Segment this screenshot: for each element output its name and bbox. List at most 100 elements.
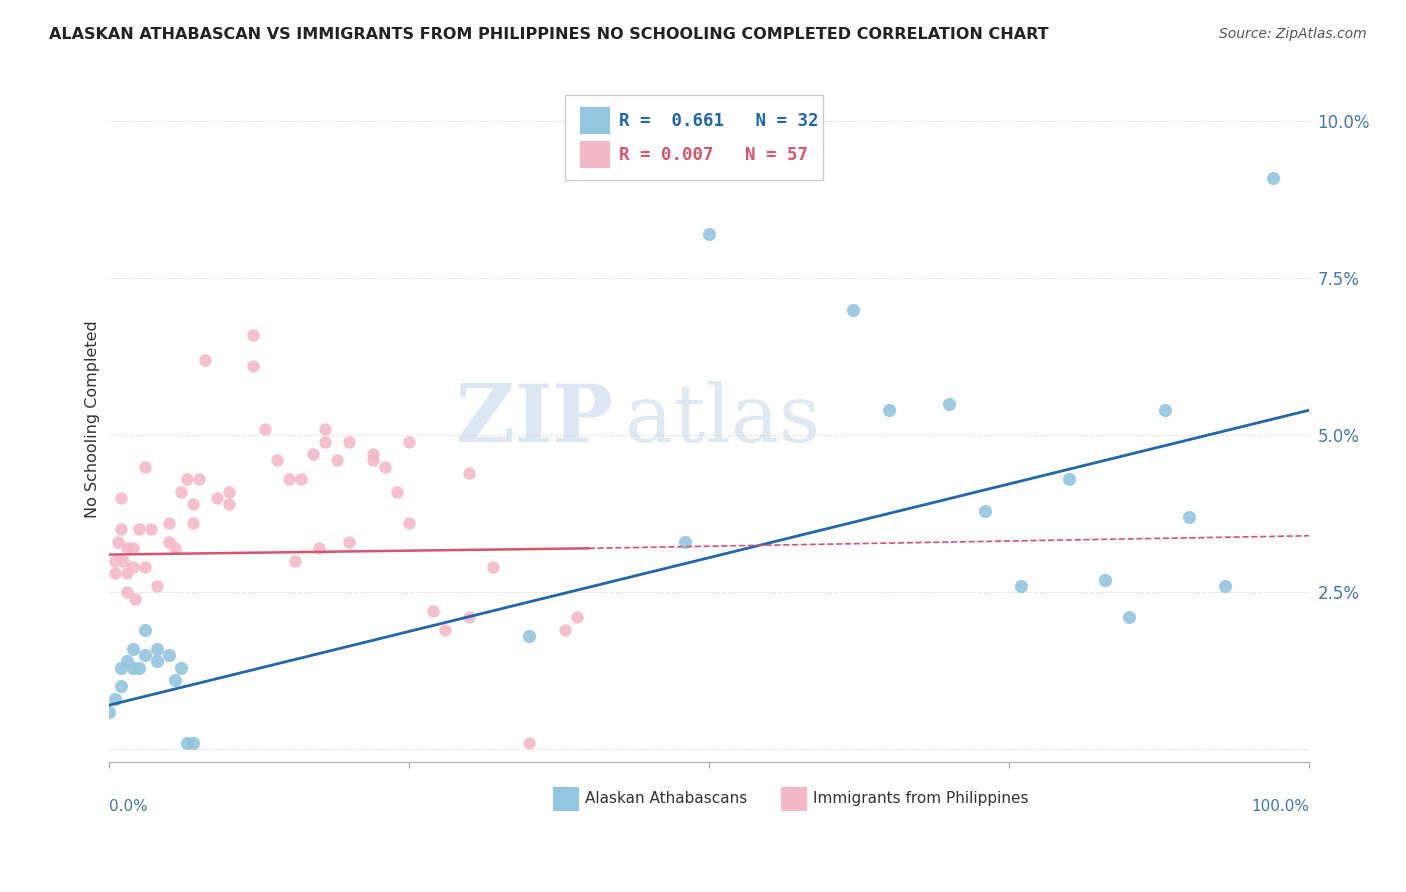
Point xyxy=(1154,403,1177,417)
Point xyxy=(181,497,204,511)
Point xyxy=(457,466,479,480)
Text: 0.0%: 0.0% xyxy=(108,799,148,814)
Point xyxy=(517,736,540,750)
Bar xyxy=(553,787,579,811)
Point xyxy=(110,680,132,694)
Point xyxy=(481,560,503,574)
Point xyxy=(314,422,336,436)
Point xyxy=(433,623,456,637)
Point xyxy=(1010,579,1032,593)
Text: ZIP: ZIP xyxy=(456,381,613,458)
Point xyxy=(115,566,138,581)
Point xyxy=(205,491,228,505)
Point xyxy=(517,629,540,643)
Point xyxy=(110,660,132,674)
Point xyxy=(110,523,132,537)
Point xyxy=(398,516,420,531)
Point xyxy=(1261,170,1284,185)
Point xyxy=(181,736,204,750)
Bar xyxy=(581,141,610,169)
Point xyxy=(974,503,997,517)
Point xyxy=(128,523,150,537)
Point xyxy=(266,453,288,467)
Point xyxy=(157,535,180,549)
Point xyxy=(218,484,240,499)
Point xyxy=(374,459,396,474)
Point xyxy=(163,541,186,556)
Text: Source: ZipAtlas.com: Source: ZipAtlas.com xyxy=(1219,27,1367,41)
Point xyxy=(176,736,198,750)
Point xyxy=(218,497,240,511)
Point xyxy=(1057,472,1080,486)
Point xyxy=(290,472,312,486)
Point xyxy=(110,491,132,505)
Point xyxy=(314,434,336,449)
Point xyxy=(253,422,276,436)
Point xyxy=(337,535,360,549)
Point xyxy=(842,302,865,317)
Bar xyxy=(780,787,807,811)
Point xyxy=(284,554,307,568)
Point xyxy=(361,447,384,461)
Point xyxy=(139,523,162,537)
Point xyxy=(169,484,191,499)
Text: Alaskan Athabascans: Alaskan Athabascans xyxy=(585,791,748,806)
Point xyxy=(107,535,129,549)
Text: ALASKAN ATHABASCAN VS IMMIGRANTS FROM PHILIPPINES NO SCHOOLING COMPLETED CORRELA: ALASKAN ATHABASCAN VS IMMIGRANTS FROM PH… xyxy=(49,27,1049,42)
Point xyxy=(145,579,167,593)
Point xyxy=(1118,610,1140,624)
Point xyxy=(1213,579,1236,593)
Point xyxy=(134,648,156,662)
Text: 100.0%: 100.0% xyxy=(1251,799,1309,814)
Point xyxy=(187,472,209,486)
Point xyxy=(121,660,143,674)
Point xyxy=(1178,510,1201,524)
Point xyxy=(938,397,960,411)
Point xyxy=(115,654,138,668)
Point xyxy=(1094,573,1116,587)
Point xyxy=(104,566,127,581)
Point xyxy=(697,227,720,242)
Point xyxy=(121,641,143,656)
Point xyxy=(169,660,191,674)
Point xyxy=(176,472,198,486)
Point xyxy=(104,554,127,568)
Point xyxy=(301,447,323,461)
Point xyxy=(242,359,264,374)
Point xyxy=(554,623,576,637)
Point xyxy=(134,560,156,574)
Point xyxy=(128,660,150,674)
Point xyxy=(121,541,143,556)
Text: atlas: atlas xyxy=(624,381,820,458)
Point xyxy=(145,654,167,668)
Point xyxy=(325,453,347,467)
Point xyxy=(157,516,180,531)
Point xyxy=(97,705,120,719)
Text: R = 0.007   N = 57: R = 0.007 N = 57 xyxy=(619,146,808,164)
Point xyxy=(181,516,204,531)
Text: Immigrants from Philippines: Immigrants from Philippines xyxy=(813,791,1029,806)
Bar xyxy=(581,107,610,134)
Point xyxy=(134,459,156,474)
Point xyxy=(422,604,444,618)
Point xyxy=(242,327,264,342)
Point xyxy=(673,535,696,549)
Point xyxy=(124,591,146,606)
Point xyxy=(112,554,135,568)
Point xyxy=(398,434,420,449)
Point xyxy=(157,648,180,662)
Point xyxy=(115,541,138,556)
Point xyxy=(337,434,360,449)
Point xyxy=(457,610,479,624)
Point xyxy=(163,673,186,688)
Point xyxy=(134,623,156,637)
Point xyxy=(308,541,330,556)
Point xyxy=(194,353,217,368)
Point xyxy=(565,610,588,624)
Y-axis label: No Schooling Completed: No Schooling Completed xyxy=(86,321,100,518)
Text: R =  0.661   N = 32: R = 0.661 N = 32 xyxy=(619,112,818,129)
Point xyxy=(121,560,143,574)
Point xyxy=(104,692,127,706)
Point xyxy=(361,453,384,467)
Point xyxy=(277,472,299,486)
